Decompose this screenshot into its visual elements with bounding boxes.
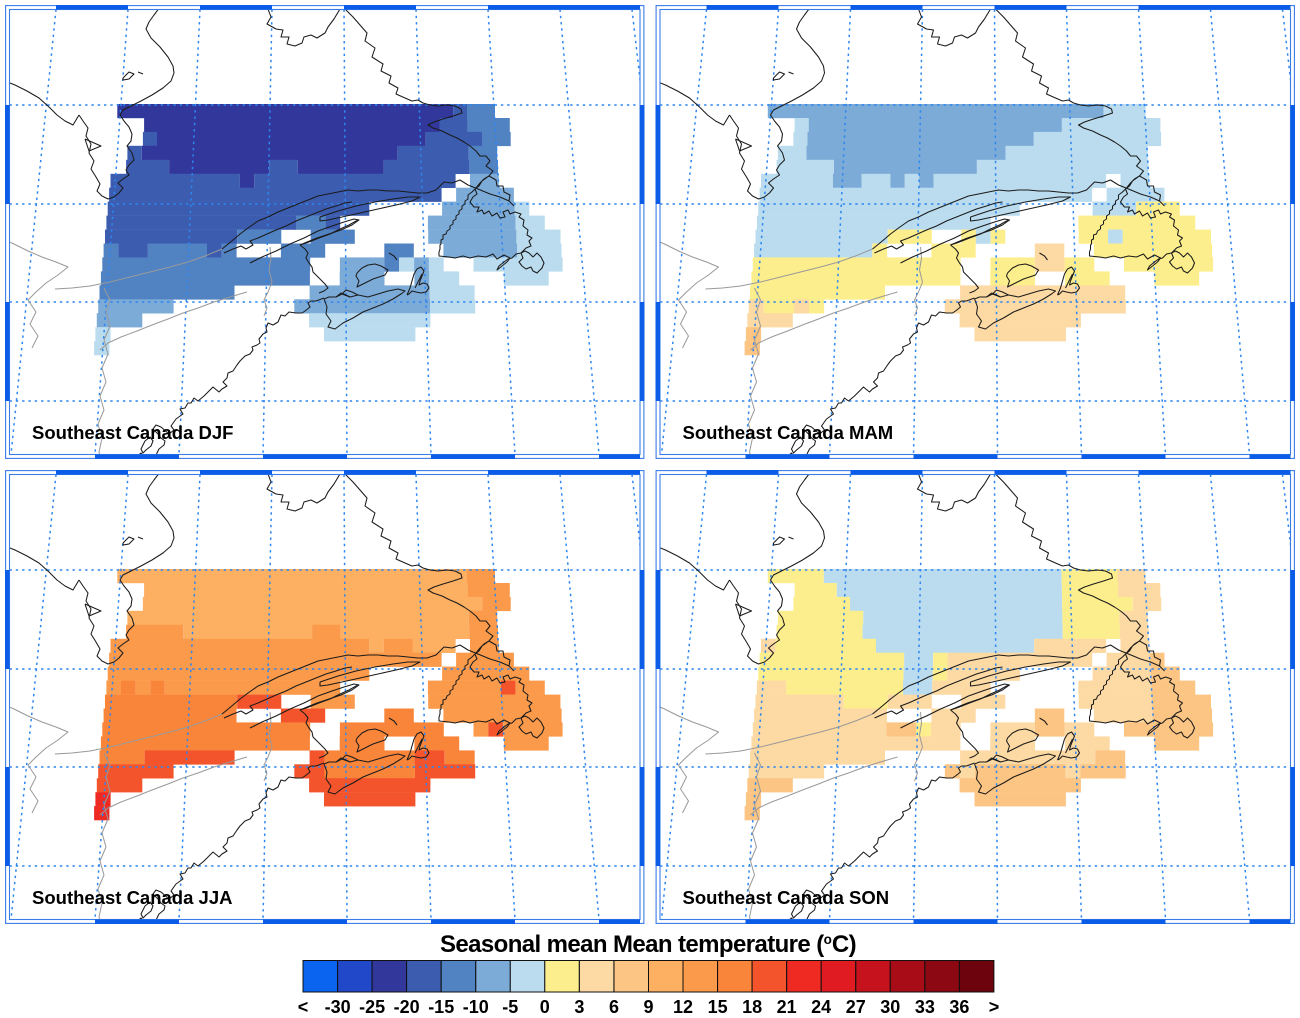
svg-text:24: 24 bbox=[811, 997, 831, 1017]
svg-text:21: 21 bbox=[777, 997, 797, 1017]
svg-text:3: 3 bbox=[574, 997, 584, 1017]
svg-text:27: 27 bbox=[846, 997, 866, 1017]
svg-text:-5: -5 bbox=[502, 997, 518, 1017]
svg-text:Southeast Canada JJA: Southeast Canada JJA bbox=[32, 887, 232, 908]
svg-text:Southeast Canada SON: Southeast Canada SON bbox=[683, 887, 890, 908]
svg-text:>: > bbox=[989, 997, 1000, 1017]
svg-text:Southeast Canada MAM: Southeast Canada MAM bbox=[683, 422, 894, 443]
svg-text:15: 15 bbox=[708, 997, 728, 1017]
svg-text:<: < bbox=[298, 997, 309, 1017]
svg-text:Seasonal mean Mean temperature: Seasonal mean Mean temperature (oC) bbox=[440, 931, 856, 958]
svg-text:-10: -10 bbox=[463, 997, 489, 1017]
svg-text:18: 18 bbox=[742, 997, 762, 1017]
svg-text:-20: -20 bbox=[394, 997, 420, 1017]
svg-text:-25: -25 bbox=[359, 997, 385, 1017]
svg-text:36: 36 bbox=[949, 997, 969, 1017]
svg-text:-30: -30 bbox=[325, 997, 351, 1017]
svg-text:6: 6 bbox=[609, 997, 619, 1017]
svg-text:33: 33 bbox=[915, 997, 935, 1017]
svg-text:0: 0 bbox=[540, 997, 550, 1017]
svg-text:-15: -15 bbox=[428, 997, 454, 1017]
svg-text:30: 30 bbox=[880, 997, 900, 1017]
svg-text:Southeast Canada DJF: Southeast Canada DJF bbox=[32, 422, 234, 443]
svg-text:9: 9 bbox=[643, 997, 653, 1017]
svg-text:12: 12 bbox=[673, 997, 693, 1017]
